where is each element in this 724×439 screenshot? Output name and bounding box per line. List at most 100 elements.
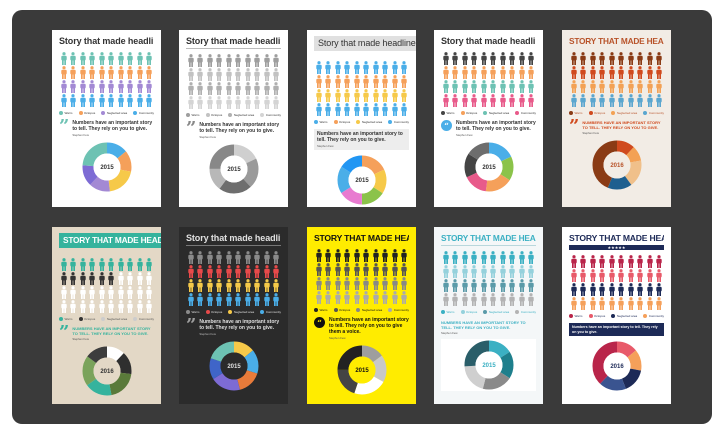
person-icon: [234, 96, 244, 109]
quote-content: Numbers have an important story to tell.…: [72, 120, 154, 137]
person-icon: [645, 52, 655, 65]
person-icon: [324, 277, 334, 290]
template-card-grayscale[interactable]: Story that made headlines Warm Octopus Negl…: [179, 30, 288, 207]
legend-label: Warm: [64, 111, 73, 115]
legend-item: Warm: [569, 314, 582, 318]
template-board: Story that made headlines Warm Octopus Negl…: [12, 10, 712, 424]
person-icon: [517, 94, 527, 107]
person-icon: [205, 82, 215, 95]
donut-segment: [209, 144, 258, 194]
template-card-light-teal[interactable]: Story that made headlines Warm Octopus Negl…: [434, 227, 543, 404]
person-icon: [498, 94, 508, 107]
legend-item: Octopus: [205, 310, 222, 314]
template-card-teal-beige[interactable]: Story that made headlines Warm Octopus Negl…: [52, 227, 161, 404]
person-icon: [508, 251, 518, 264]
person-icon: [97, 66, 107, 79]
legend-dot: [611, 111, 616, 115]
donut-segment: [209, 341, 258, 391]
quote-text: Numbers have an important story to tell.…: [199, 122, 280, 134]
person-icon: [314, 103, 324, 116]
person-icon: [272, 293, 282, 306]
person-icon: [97, 300, 107, 313]
donut-chart: 2016: [592, 341, 641, 391]
person-icon: [272, 251, 282, 264]
person-icon: [262, 293, 272, 306]
legend-label: Warm: [64, 317, 73, 321]
person-icon: [569, 283, 579, 296]
person-icon: [69, 52, 79, 65]
person-icon: [224, 96, 234, 109]
donut-chart: 2015: [337, 155, 386, 205]
person-icon: [527, 94, 537, 107]
person-icon: [381, 103, 391, 116]
legend-item: Octopus: [333, 308, 350, 312]
person-icon: [381, 291, 391, 304]
legend-dot: [101, 111, 106, 115]
person-icon: [116, 94, 126, 107]
person-icon: [479, 251, 489, 264]
person-icon: [645, 94, 655, 107]
person-icon: [517, 293, 527, 306]
donut-segment: [464, 142, 513, 192]
legend-dot: [260, 113, 265, 117]
person-icon: [498, 279, 508, 292]
person-icon: [88, 258, 98, 271]
person-icon: [460, 293, 470, 306]
person-icon: [655, 269, 665, 282]
template-card-retro-earth[interactable]: Story that made headlines Warm Octopus Negl…: [562, 30, 671, 207]
person-icon: [607, 66, 617, 79]
person-icon: [441, 80, 451, 93]
person-icon: [381, 249, 391, 262]
quote-block: ” Numbers have an important story to tell…: [59, 118, 154, 138]
donut-chart: 2016: [82, 346, 131, 396]
person-icon: [343, 103, 353, 116]
legend-item: Neglected area: [228, 113, 254, 117]
template-card-yellow-black[interactable]: Story that made headlines Warm Octopus Negl…: [307, 227, 416, 404]
donut-segment: [592, 140, 641, 190]
person-icon: [135, 272, 145, 285]
legend-item: Community: [133, 317, 154, 321]
legend-dot: [441, 111, 445, 115]
person-icon: [390, 249, 400, 262]
year-label: 2015: [100, 165, 114, 171]
person-icon: [324, 249, 334, 262]
donut-segment: [592, 140, 641, 190]
person-icon: [617, 269, 627, 282]
person-icon: [579, 269, 589, 282]
template-card-navy-red[interactable]: Story that made headlines ★★★★★ Warm Octopu…: [562, 227, 671, 404]
donut-segment: [337, 155, 386, 205]
person-icon: [97, 80, 107, 93]
donut-segment: [209, 144, 258, 194]
person-icon: [498, 293, 508, 306]
person-icon: [196, 293, 206, 306]
person-icon: [655, 94, 665, 107]
person-icon: [569, 94, 579, 107]
template-card-dark-mode[interactable]: Story that made headlines Warm Octopus Negl…: [179, 227, 288, 404]
person-icon: [460, 66, 470, 79]
person-icon: [362, 263, 372, 276]
template-card-dark-multicolor[interactable]: Story that made headlines Warm Octopus Negl…: [434, 30, 543, 207]
person-icon: [598, 269, 608, 282]
legend-item: Community: [388, 308, 409, 312]
donut-segment: [209, 341, 258, 391]
template-card-boxed-bright[interactable]: Story that made headlines Warm Octopus Negl…: [307, 30, 416, 207]
person-icon: [314, 249, 324, 262]
person-icon: [343, 249, 353, 262]
donut-segment: [209, 144, 258, 194]
donut-wrap: 2015: [441, 141, 536, 193]
quote-mark-icon: ”: [569, 116, 580, 137]
person-icon: [352, 61, 362, 74]
legend-label: Neglected area: [488, 111, 510, 115]
person-icon: [371, 61, 381, 74]
legend: Warm Octopus Neglected area Community: [186, 113, 281, 117]
title-rule: [186, 48, 281, 49]
quote-text: Numbers have an important story to tell.…: [199, 319, 280, 331]
quote-content: Numbers have an important story to tell.…: [572, 325, 661, 334]
donut-segment: [82, 346, 131, 396]
legend-dot: [59, 317, 63, 321]
person-icon: [498, 251, 508, 264]
donut-chart: 2015: [209, 144, 258, 194]
template-card-white-pastel[interactable]: Story that made headlines Warm Octopus Negl…: [52, 30, 161, 207]
person-icon: [588, 52, 598, 65]
person-icon: [607, 297, 617, 310]
